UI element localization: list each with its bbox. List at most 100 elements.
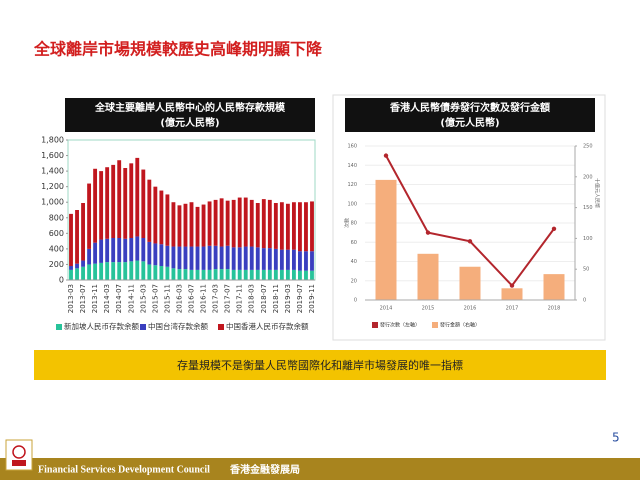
bar-segment xyxy=(75,268,79,280)
bar xyxy=(459,266,481,300)
bar-segment xyxy=(117,262,122,280)
y-tick-label: 1,800 xyxy=(41,136,64,145)
y-tick-label: 60 xyxy=(351,240,357,246)
logo-mark xyxy=(12,445,26,459)
bar-segment xyxy=(75,210,79,264)
bar-segment xyxy=(267,248,272,270)
y-tick-label: 120 xyxy=(347,182,357,188)
bar-segment xyxy=(69,213,73,266)
y-tick-label: 0 xyxy=(354,298,357,304)
bar-segment xyxy=(310,251,314,271)
page-number: 5 xyxy=(612,431,620,445)
bar-segment xyxy=(171,202,176,247)
bar-segment xyxy=(165,245,170,267)
bar-segment xyxy=(261,269,266,280)
bar-segment xyxy=(177,246,182,270)
bar-segment xyxy=(159,190,164,245)
bar-segment xyxy=(304,270,308,280)
bar-segment xyxy=(81,266,85,280)
bar-segment xyxy=(207,201,212,246)
x-tick-label: 2018 xyxy=(548,306,561,312)
bar-segment xyxy=(249,246,254,270)
bar-segment xyxy=(267,199,272,249)
bar xyxy=(375,179,397,300)
bar-segment xyxy=(304,202,308,252)
bar-segment xyxy=(105,262,110,280)
bar-segment xyxy=(135,236,140,261)
x-tick-label: 2013-03 xyxy=(67,284,75,313)
bar xyxy=(543,274,565,300)
bar-segment xyxy=(237,197,242,248)
bar-segment xyxy=(117,238,122,263)
x-tick-label: 2014-03 xyxy=(103,284,111,313)
bar-segment xyxy=(129,261,134,280)
bar-segment xyxy=(225,245,230,270)
bar-segment xyxy=(189,269,194,280)
bar-segment xyxy=(273,269,278,280)
x-tick-label: 2017-11 xyxy=(236,284,244,313)
legend-swatch xyxy=(432,322,438,328)
x-tick-label: 2014-07 xyxy=(115,284,123,313)
x-tick-label: 2017-07 xyxy=(224,284,232,313)
bar-segment xyxy=(153,186,158,244)
bar-segment xyxy=(255,203,260,248)
footer-org-zh: 香港金融發展局 xyxy=(230,463,300,476)
y-tick-label: 160 xyxy=(347,144,357,150)
x-tick-label: 2019-07 xyxy=(296,284,304,313)
bar-segment xyxy=(213,269,218,280)
bar-segment xyxy=(255,269,260,280)
bar-segment xyxy=(285,203,290,250)
bar-segment xyxy=(177,269,182,280)
bar-segment xyxy=(87,264,92,280)
bar-segment xyxy=(147,241,152,265)
x-tick-label: 2017-03 xyxy=(212,284,220,313)
line-marker xyxy=(467,239,473,244)
bar-segment xyxy=(243,246,248,270)
bar-segment xyxy=(183,203,188,247)
bar-segment xyxy=(298,270,302,280)
bar-segment xyxy=(135,157,140,237)
legend-swatch xyxy=(140,324,146,330)
legend-label: 發行次數（左軸） xyxy=(380,322,420,329)
bar-segment xyxy=(189,246,194,270)
bar-segment xyxy=(69,266,73,270)
logo xyxy=(5,439,33,471)
bar-segment xyxy=(219,246,224,270)
x-tick-label: 2016-03 xyxy=(175,284,183,313)
bar-segment xyxy=(117,160,122,238)
bar-segment xyxy=(123,262,128,280)
legend-label: 中国台湾存款余额 xyxy=(148,321,208,331)
bar-segment xyxy=(291,249,296,270)
bar-segment xyxy=(147,264,152,280)
logo-mark xyxy=(12,460,26,466)
x-tick-label: 2016 xyxy=(464,306,477,312)
bar-segment xyxy=(273,203,278,249)
bar-segment xyxy=(231,199,236,248)
bar-segment xyxy=(75,263,79,269)
bar-segment xyxy=(201,246,206,270)
bar-segment xyxy=(141,238,146,262)
y2-tick-label: 250 xyxy=(583,144,593,150)
legend-swatch xyxy=(372,322,378,328)
chart-title: 香港人民幣債券發行次數及發行金額 xyxy=(390,101,550,114)
bar-segment xyxy=(171,246,176,269)
bar-segment xyxy=(147,179,152,242)
bar-segment xyxy=(195,269,200,280)
bar-segment xyxy=(93,263,98,280)
bar-segment xyxy=(255,247,260,270)
x-tick-label: 2019-03 xyxy=(284,284,292,313)
bar-segment xyxy=(219,198,224,247)
bar-segment xyxy=(310,201,314,252)
bar-segment xyxy=(207,269,212,280)
bar-segment xyxy=(183,269,188,280)
y-tick-label: 800 xyxy=(49,213,64,222)
legend-label: 中国香港人民币存款余额 xyxy=(226,321,309,331)
bar-segment xyxy=(99,239,104,263)
bar-segment xyxy=(279,249,284,270)
x-tick-label: 2017 xyxy=(506,306,519,312)
bar-segment xyxy=(81,260,85,267)
bar-segment xyxy=(111,238,116,263)
bar-segment xyxy=(231,247,236,270)
footer-band xyxy=(0,458,640,480)
